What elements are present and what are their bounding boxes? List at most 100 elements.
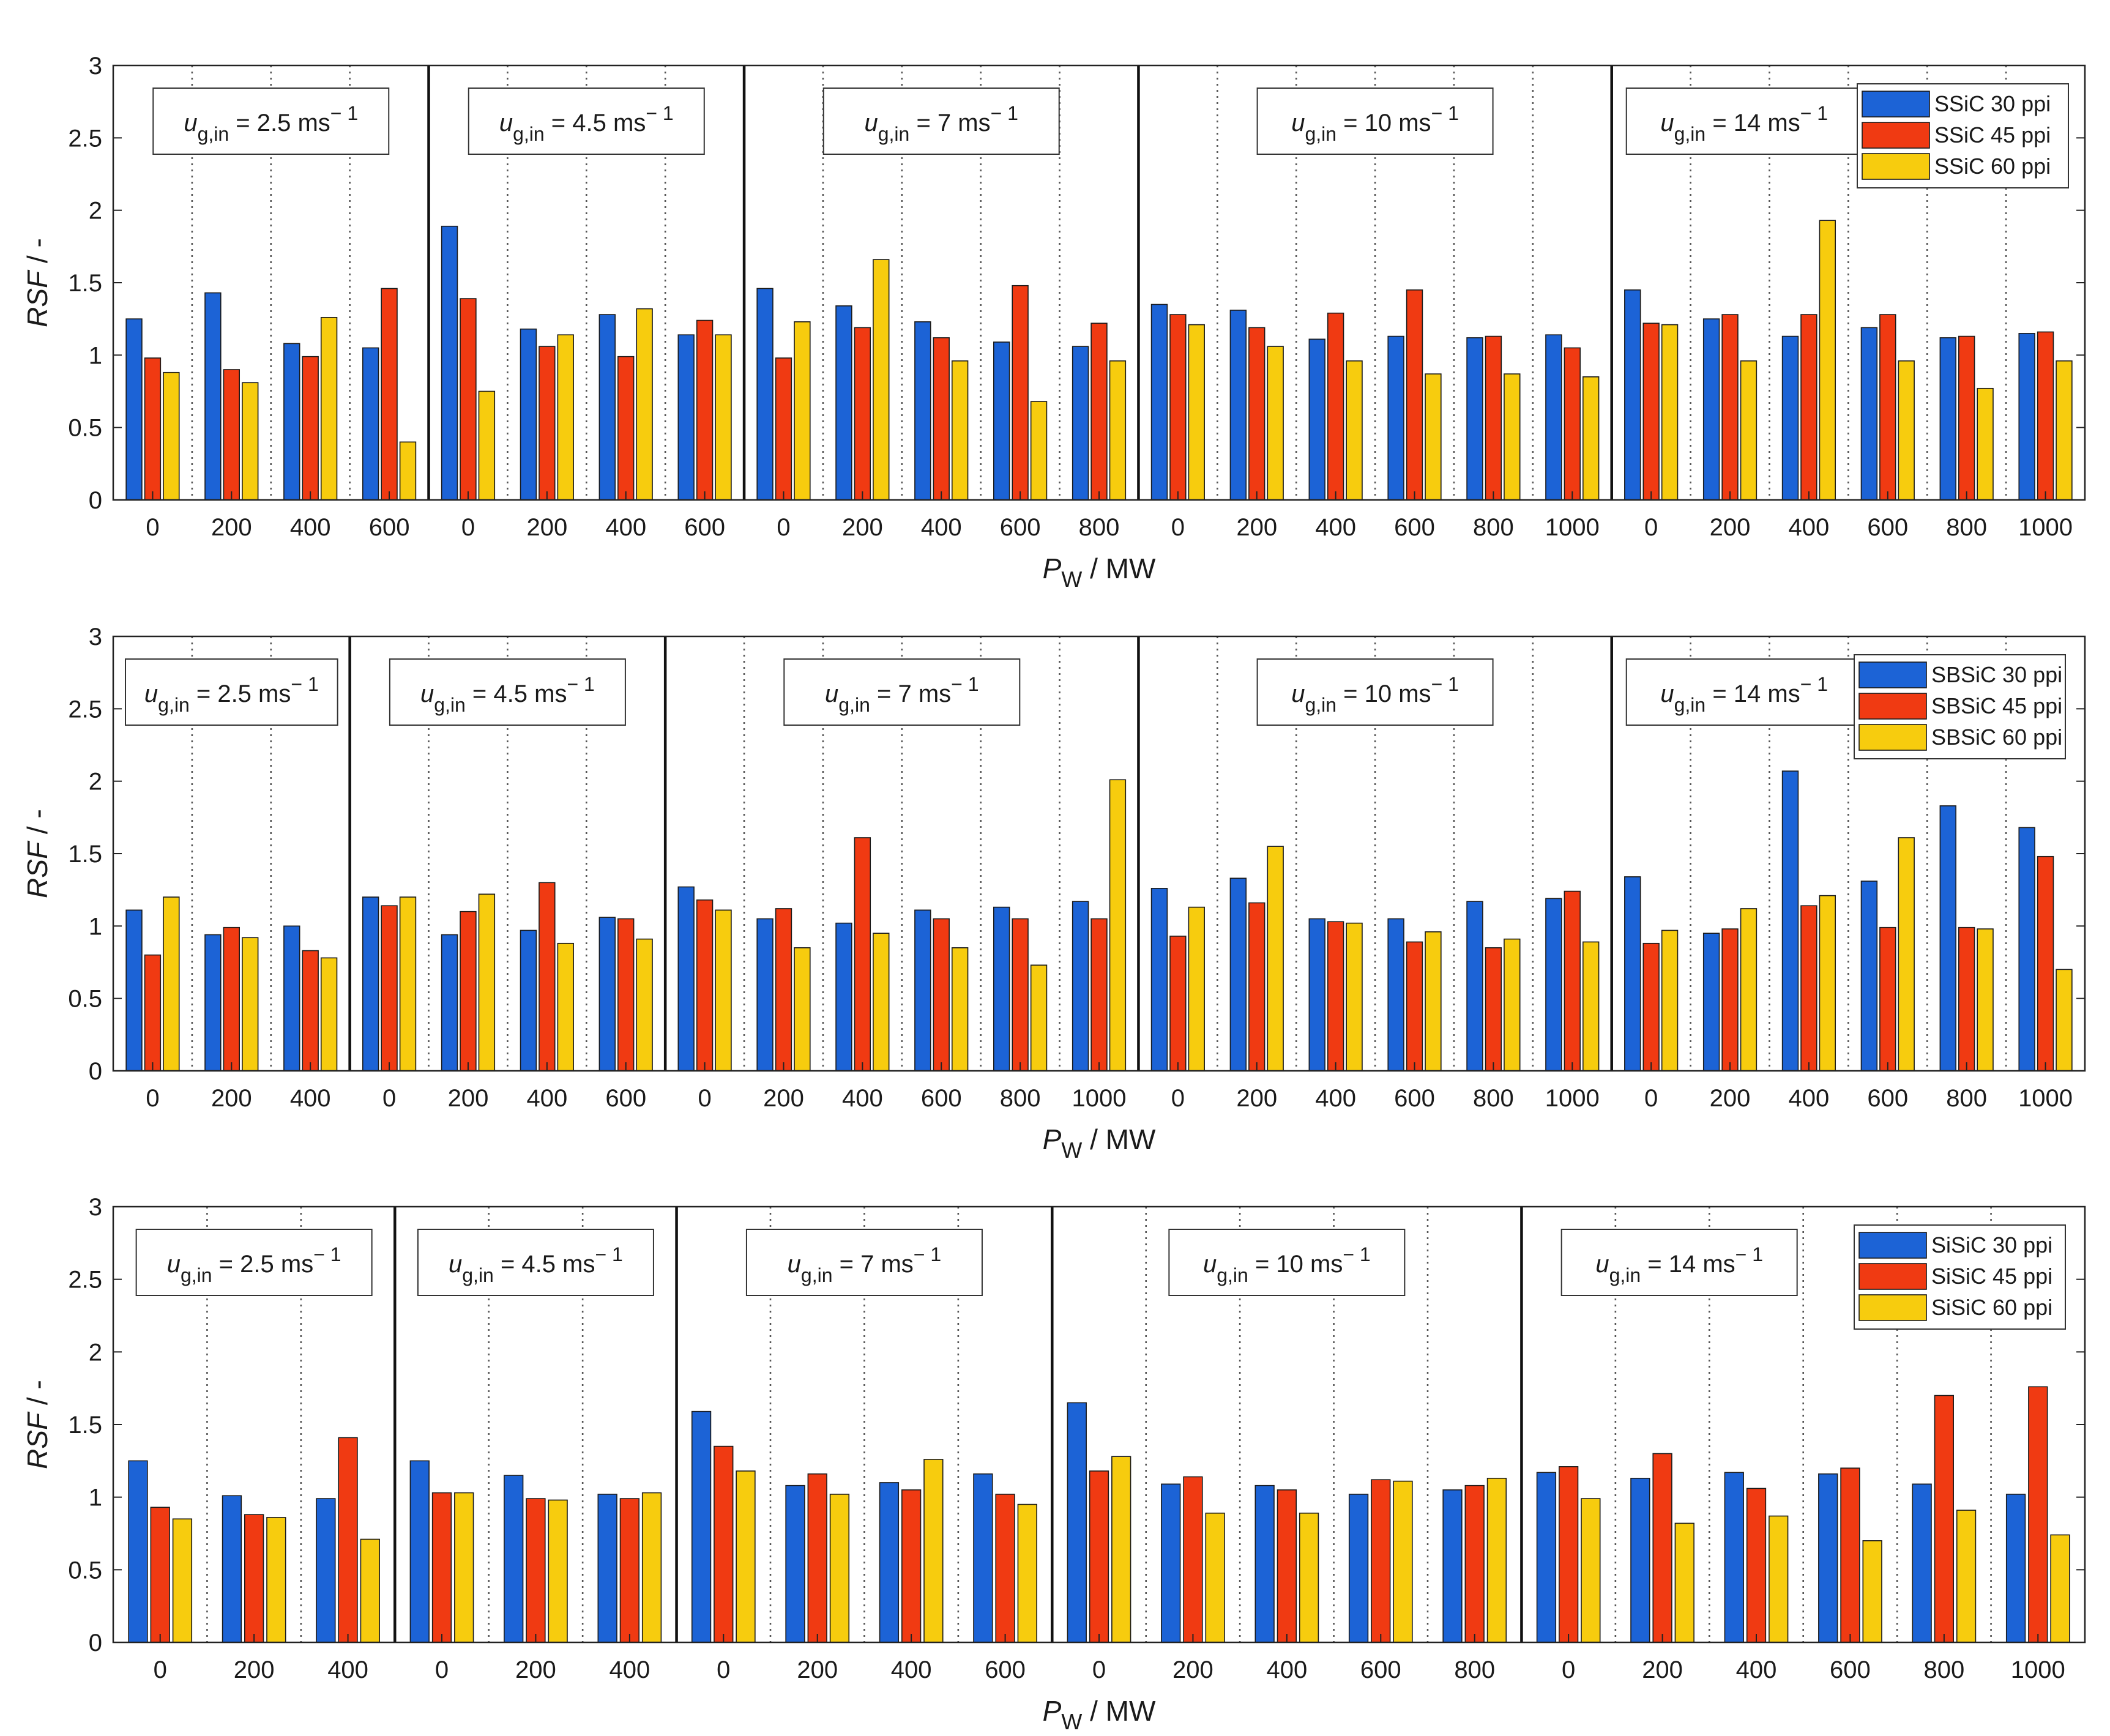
- bar: [381, 288, 398, 501]
- y-tick-label: 0: [89, 1058, 102, 1085]
- bar: [1090, 322, 1108, 501]
- bar: [677, 886, 695, 1071]
- y-tick-label: 0: [89, 487, 102, 514]
- bar: [2018, 827, 2035, 1071]
- bar: [1277, 1489, 1297, 1643]
- bar: [1702, 318, 1720, 501]
- bar: [144, 357, 162, 501]
- x-tick-label: 400: [891, 1656, 932, 1683]
- x-tick-label: 400: [290, 514, 331, 541]
- legend-swatch: [1858, 1263, 1927, 1290]
- bar: [1267, 846, 1284, 1071]
- bar: [597, 1494, 617, 1643]
- legend-swatch: [1858, 1232, 1927, 1259]
- velocity-annotation: ug,in = 2.5 ms− 1: [167, 1243, 341, 1286]
- bar: [381, 905, 398, 1071]
- legend-swatch: [1858, 724, 1927, 751]
- bar: [951, 360, 969, 501]
- bar: [677, 334, 695, 501]
- bar: [244, 1514, 264, 1643]
- x-tick-label: 600: [1867, 514, 1908, 541]
- bar: [1740, 908, 1758, 1071]
- plot-frame: [112, 64, 2086, 501]
- bar: [995, 1494, 1015, 1643]
- bar: [835, 922, 852, 1071]
- x-tick-label: 0: [146, 514, 159, 541]
- bar: [1327, 921, 1344, 1071]
- x-tick-label: 0: [717, 1656, 730, 1683]
- x-axis-label: PW / MW: [1043, 553, 1156, 592]
- bar: [1860, 327, 1878, 501]
- velocity-annotation-box: [152, 88, 390, 155]
- legend-label: SSiC 30 ppi: [1934, 91, 2051, 116]
- bar: [1109, 779, 1127, 1071]
- bar: [1781, 770, 1799, 1071]
- y-tick-label: 2.5: [68, 125, 102, 152]
- legend-label: SSiC 60 ppi: [1934, 154, 2051, 179]
- legend-swatch: [1858, 661, 1927, 688]
- bar: [794, 321, 811, 501]
- x-tick-label: 200: [1236, 514, 1277, 541]
- velocity-annotation: ug,in = 10 ms− 1: [1203, 1243, 1371, 1286]
- velocity-annotation: ug,in = 4.5 ms− 1: [499, 102, 674, 145]
- y-tick-label: 0.5: [68, 1557, 102, 1584]
- bar: [1582, 941, 1600, 1071]
- bar: [1248, 327, 1266, 501]
- x-tick-label: 200: [234, 1656, 275, 1683]
- velocity-annotation-box: [745, 1229, 983, 1296]
- x-tick-label: 200: [797, 1656, 838, 1683]
- bar: [2050, 1534, 2070, 1643]
- bar: [1958, 335, 1975, 501]
- x-tick-label: 600: [1360, 1656, 1401, 1683]
- x-tick-label: 800: [1946, 514, 1987, 541]
- bar: [1109, 360, 1127, 501]
- bar: [854, 837, 871, 1071]
- bar: [2028, 1386, 2048, 1643]
- x-tick-label: 400: [609, 1656, 650, 1683]
- x-tick-label: 200: [1710, 514, 1751, 541]
- y-tick-label: 3: [89, 1194, 102, 1221]
- velocity-annotation: ug,in = 4.5 ms− 1: [420, 673, 595, 716]
- bar: [1072, 901, 1089, 1071]
- legend-label: SBSiC 30 ppi: [1931, 662, 2062, 687]
- bar: [441, 934, 458, 1071]
- bar: [1661, 929, 1679, 1071]
- x-tick-label: 0: [1644, 514, 1658, 541]
- x-tick-label: 0: [1562, 1656, 1575, 1683]
- y-tick-label: 1: [89, 913, 102, 940]
- velocity-annotation-box: [1625, 658, 1863, 726]
- bar: [557, 334, 574, 501]
- bar: [520, 328, 537, 501]
- bar: [1642, 322, 1660, 501]
- plot-frame: [112, 635, 2086, 1072]
- x-tick-label: 800: [1079, 514, 1120, 541]
- x-tick-label: 400: [1736, 1656, 1777, 1683]
- bar: [1072, 346, 1089, 501]
- bar: [316, 1498, 336, 1643]
- x-tick-label: 200: [1172, 1656, 1213, 1683]
- bar: [1229, 310, 1247, 501]
- bar: [125, 909, 143, 1071]
- bar: [242, 382, 259, 501]
- bar: [1089, 1470, 1109, 1643]
- bar: [1956, 1510, 1977, 1643]
- bar: [478, 390, 496, 501]
- bar: [1781, 335, 1799, 501]
- bar: [1161, 1483, 1181, 1643]
- x-tick-label: 400: [1266, 1656, 1307, 1683]
- x-tick-label: 1000: [2011, 1656, 2065, 1683]
- x-tick-label: 400: [921, 514, 962, 541]
- x-tick-label: 400: [1315, 1085, 1356, 1112]
- bar: [1030, 401, 1048, 501]
- y-tick-label: 1.5: [68, 270, 102, 297]
- bar: [1564, 347, 1581, 501]
- bar: [223, 369, 240, 501]
- bar: [993, 341, 1010, 501]
- chart-panel-middle: 0 0.5 1 1.5 2 2.5 3 RSF / - PW / MW 0 200 400 ug,in …: [21, 624, 2086, 1163]
- bar: [1387, 918, 1404, 1071]
- velocity-annotation-box: [1168, 1229, 1406, 1296]
- bar: [715, 909, 732, 1071]
- x-tick-label: 200: [526, 514, 567, 541]
- bar: [914, 909, 931, 1071]
